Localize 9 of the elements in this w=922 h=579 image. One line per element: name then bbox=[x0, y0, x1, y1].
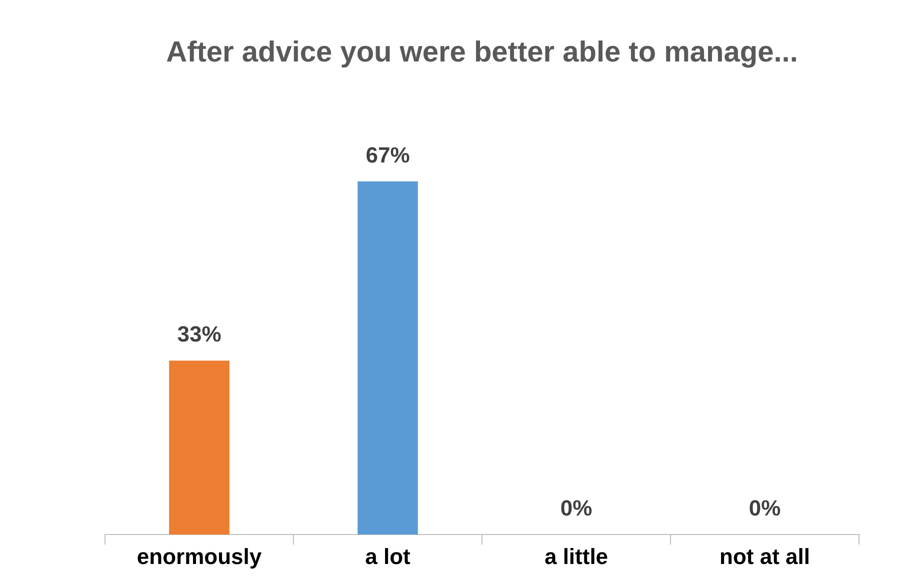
data-label: 67% bbox=[366, 142, 410, 168]
x-tick-label: a little bbox=[544, 544, 608, 569]
data-label: 33% bbox=[177, 322, 222, 347]
x-tick-label: not at all bbox=[720, 544, 810, 569]
data-label: 0% bbox=[560, 496, 592, 521]
data-label: 0% bbox=[748, 496, 781, 521]
x-tick-label: a lot bbox=[365, 544, 412, 569]
x-tick-label: enormously bbox=[136, 544, 262, 569]
chart-title: After advice you were better able to manage... bbox=[166, 36, 798, 68]
